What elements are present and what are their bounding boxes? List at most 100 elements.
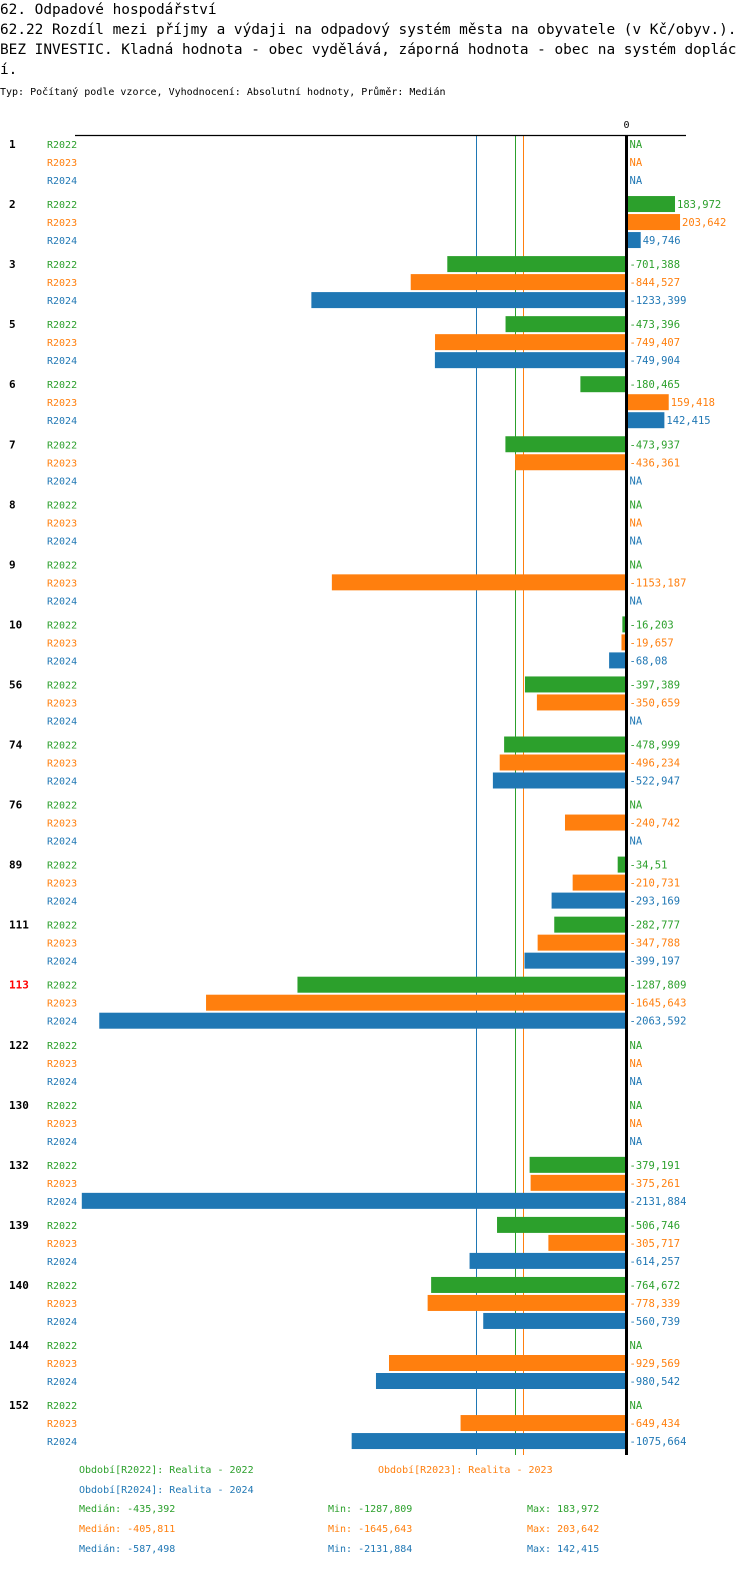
value-label: -16,203: [630, 619, 674, 631]
value-label: -240,742: [630, 818, 681, 830]
group-label: 10: [9, 618, 22, 631]
group-label: 9: [9, 558, 16, 571]
group-label: 113: [9, 979, 29, 992]
value-label: -778,339: [630, 1298, 681, 1310]
series-label-r2024: R2024: [47, 416, 77, 427]
series-label-r2024: R2024: [47, 236, 77, 247]
series-label-r2024: R2024: [47, 1377, 77, 1388]
value-label: -293,169: [630, 896, 681, 908]
value-label: NA: [630, 800, 643, 812]
series-label-r2022: R2022: [47, 380, 77, 391]
series-label-r2024: R2024: [47, 656, 77, 667]
value-label: -2131,884: [630, 1196, 687, 1208]
bar-r2022: [524, 676, 627, 693]
value-label: 142,415: [666, 415, 710, 427]
series-label-r2024: R2024: [47, 1197, 77, 1208]
group-label: 74: [9, 739, 23, 752]
bar-r2023: [536, 694, 627, 711]
group-label: 132: [9, 1159, 29, 1172]
value-label: -1153,187: [630, 577, 687, 589]
series-label-r2023: R2023: [47, 939, 77, 950]
bar-r2023: [499, 754, 627, 771]
bar-r2022: [431, 1276, 627, 1293]
value-label: -2063,592: [630, 1016, 687, 1028]
value-label: NA: [630, 1100, 643, 1112]
bar-r2023: [628, 214, 681, 231]
series-label-r2023: R2023: [47, 1359, 77, 1370]
stat-min-r2022: Min: -1287,809: [328, 1504, 413, 1515]
group-label: 3: [9, 258, 16, 271]
group-label: 89: [9, 859, 22, 872]
labels: 1 R2022 NA R2023 NA R2024 NA 2 R2022 183,972 R2023…: [9, 138, 726, 1448]
chart-subtitle: Typ: Počítaný podle vzorce, Vyhodnocení:…: [0, 87, 446, 98]
series-label-r2024: R2024: [47, 1137, 77, 1148]
value-label: -180,465: [630, 379, 681, 391]
bar-r2022: [554, 916, 627, 933]
series-label-r2023: R2023: [47, 1299, 77, 1310]
series-label-r2023: R2023: [47, 819, 77, 830]
value-label: -210,731: [630, 878, 681, 890]
value-label: NA: [630, 715, 643, 727]
bar-r2022: [529, 1156, 627, 1173]
stat-median-r2024: Medián: -587,498: [79, 1544, 176, 1555]
bar-r2023: [537, 934, 627, 951]
bar-r2024: [99, 1012, 627, 1029]
bar-r2023: [548, 1234, 627, 1251]
series-label-r2022: R2022: [47, 560, 77, 571]
series-label-r2024: R2024: [47, 1077, 77, 1088]
bars: [81, 196, 681, 1450]
bar-r2022: [497, 1216, 627, 1233]
series-label-r2022: R2022: [47, 1161, 77, 1172]
bar-r2022: [505, 436, 627, 453]
series-label-r2024: R2024: [47, 957, 77, 968]
group-label: 130: [9, 1099, 29, 1112]
group-label: 111: [9, 919, 29, 932]
bar-r2023: [530, 1174, 627, 1191]
value-label: -282,777: [630, 920, 681, 932]
value-label: NA: [630, 1136, 643, 1148]
value-label: -1075,664: [630, 1436, 687, 1448]
series-label-r2023: R2023: [47, 698, 77, 709]
bar-r2023: [515, 454, 627, 471]
value-label: 49,746: [643, 235, 681, 247]
series-label-r2023: R2023: [47, 398, 77, 409]
value-label: NA: [630, 1058, 643, 1070]
group-label: 6: [9, 378, 16, 391]
bar-r2022: [504, 736, 627, 753]
value-label: -506,746: [630, 1220, 681, 1232]
bar-r2022: [447, 256, 627, 273]
value-label: -399,197: [630, 956, 681, 968]
stat-max-r2022: Max: 183,972: [527, 1504, 600, 1515]
value-label: -749,407: [630, 337, 681, 349]
group-label: 144: [9, 1339, 29, 1352]
series-label-r2022: R2022: [47, 741, 77, 752]
value-label: NA: [630, 1118, 643, 1130]
group-label: 56: [9, 678, 23, 691]
axes: 0: [75, 120, 686, 1456]
series-label-r2024: R2024: [47, 476, 77, 487]
series-label-r2023: R2023: [47, 1179, 77, 1190]
series-label-r2024: R2024: [47, 716, 77, 727]
value-label: -305,717: [630, 1238, 681, 1250]
value-label: -614,257: [630, 1256, 681, 1268]
value-label: NA: [630, 1076, 643, 1088]
bar-r2023: [460, 1415, 627, 1432]
series-label-r2024: R2024: [47, 777, 77, 788]
value-label: -1287,809: [630, 980, 687, 992]
value-label: NA: [630, 175, 643, 187]
bar-r2024: [551, 892, 627, 909]
series-label-r2023: R2023: [47, 518, 77, 529]
value-label: NA: [630, 139, 643, 151]
section-title: 62. Odpadové hospodářství: [0, 2, 217, 18]
series-label-r2024: R2024: [47, 1017, 77, 1028]
bar-r2023: [572, 874, 627, 891]
bar-r2023: [435, 334, 627, 351]
value-label: -478,999: [630, 740, 681, 752]
series-label-r2022: R2022: [47, 500, 77, 511]
group-label: 8: [9, 498, 16, 511]
series-label-r2024: R2024: [47, 296, 77, 307]
value-label: -397,389: [630, 679, 681, 691]
value-label: -350,659: [630, 697, 681, 709]
value-label: -68,08: [630, 655, 668, 667]
value-label: 203,642: [682, 217, 726, 229]
